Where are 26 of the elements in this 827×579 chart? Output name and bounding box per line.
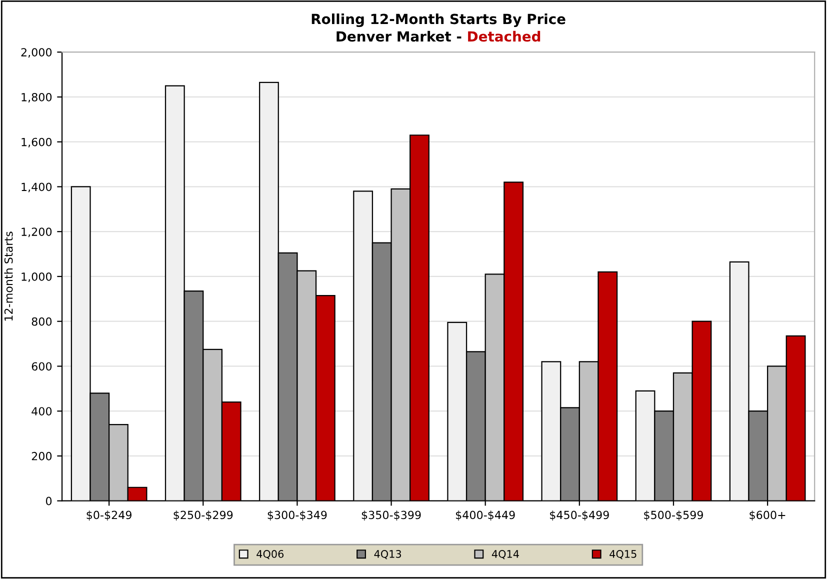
- x-tick-label: $400-$449: [456, 510, 515, 521]
- x-tick-label: $350-$399: [362, 510, 421, 521]
- x-tick-label: $600+: [750, 510, 786, 521]
- x-tick-label: $300-$349: [268, 510, 327, 521]
- x-tick-label: $500-$599: [644, 510, 703, 521]
- y-tick-label: 1,000: [22, 272, 52, 282]
- y-tick-label: 1,200: [22, 228, 52, 238]
- y-tick-label: 200: [32, 452, 52, 460]
- y-tick-label: 800: [32, 317, 52, 326]
- y-tick-label: 1,800: [22, 92, 52, 102]
- y-tick-label: 400: [32, 407, 52, 416]
- y-tick-label: 1,400: [22, 182, 52, 192]
- legend-label: 4Q06: [256, 550, 284, 560]
- y-axis-title: 12-month Starts: [4, 232, 13, 321]
- x-tick-label: $250-$299: [174, 510, 233, 521]
- y-tick-label: 1,600: [22, 138, 52, 148]
- x-tick-label: $0-$249: [86, 510, 132, 521]
- legend-label: 4Q15: [610, 550, 636, 560]
- y-tick-label: 2,000: [21, 48, 52, 58]
- chart-title: Rolling 12-Month Starts By Price: [312, 13, 566, 28]
- x-tick-label: $450-$499: [550, 510, 609, 521]
- chart-subtitle: Denver Market - Detached: [336, 30, 540, 42]
- legend-label: 4Q13: [374, 550, 402, 560]
- legend-label: 4Q14: [492, 550, 519, 560]
- y-tick-label: 0: [46, 496, 52, 506]
- y-tick-label: 600: [32, 362, 52, 371]
